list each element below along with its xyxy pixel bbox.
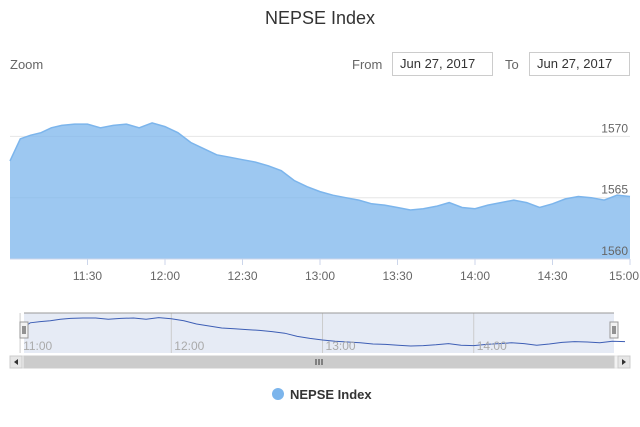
navigator-tick-label-12:00: 12:00 [174,339,204,353]
arrow-left-icon [14,359,18,365]
x-tick-label-14:30: 14:30 [537,269,567,283]
x-tick-label-13:30: 13:30 [382,269,412,283]
x-tick-label-12:00: 12:00 [150,269,180,283]
x-axis: 11:30 12:00 12:30 13:00 13:30 14:00 14:30 15:00 [73,259,639,283]
y-tick-label-1565: 1565 [601,183,628,197]
navigator-tick-label-11:00: 11:00 [23,339,52,353]
chart-title: NEPSE Index [265,8,375,28]
handle-right-icon[interactable] [609,321,619,339]
navigator-handle-right[interactable] [609,321,619,339]
y-tick-label-1560: 1560 [601,244,628,258]
scrollbar[interactable] [9,355,631,369]
legend[interactable]: NEPSE Index [272,387,372,402]
to-label: To [505,57,519,72]
x-tick-label-11:30: 11:30 [73,269,102,283]
series-area [10,122,630,260]
navigator-selected-range[interactable] [24,313,614,353]
to-date-input[interactable]: Jun 27, 2017 [529,52,630,76]
navigator-axis: 11:00 12:00 13:00 14:00 [23,339,507,353]
x-tick-label-12:30: 12:30 [227,269,257,283]
from-date-input[interactable]: Jun 27, 2017 [392,52,493,76]
y-axis: 1560 1565 1570 [601,121,628,258]
from-label: From [352,57,382,72]
navigator-tick-label-13:00: 13:00 [326,339,356,353]
series-line [9,122,631,211]
arrow-right-icon [622,359,626,365]
navigator-tick-label-14:00: 14:00 [477,339,507,353]
navigator-handle-left[interactable] [19,321,29,339]
zoom-label: Zoom [10,57,43,72]
scrollbar-grip-icon [315,359,323,365]
legend-item-nepse-index[interactable]: NEPSE Index [290,387,372,402]
navigator[interactable]: 11:00 12:00 13:00 14:00 [9,312,631,354]
x-tick-label-14:00: 14:00 [460,269,490,283]
navigator-series-line [19,317,626,347]
x-tick-label-15:00: 15:00 [609,269,639,283]
legend-marker-icon[interactable] [272,388,284,400]
handle-left-icon[interactable] [19,321,29,339]
x-tick-label-13:00: 13:00 [305,269,335,283]
y-tick-label-1570: 1570 [601,121,628,135]
